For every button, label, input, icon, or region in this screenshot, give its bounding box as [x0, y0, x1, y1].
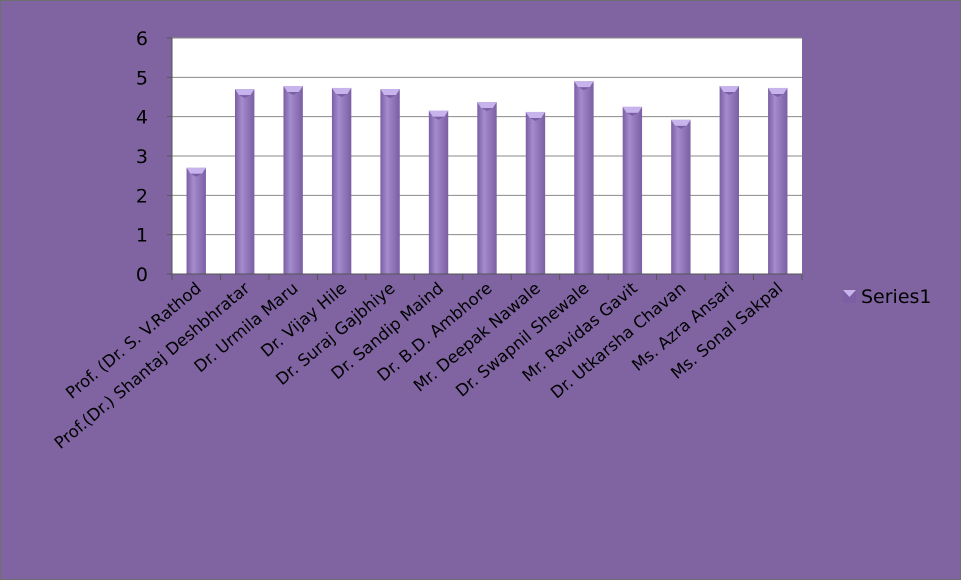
- bar-cap-shadow: [723, 91, 735, 95]
- bar: [428, 110, 449, 275]
- bar-cap-shadow: [432, 116, 445, 120]
- bar-cap-shadow: [626, 112, 639, 116]
- bar-cap-shadow: [287, 91, 299, 95]
- legend-swatch-highlight: [843, 290, 856, 297]
- bar-cap: [525, 111, 546, 118]
- y-tick-label: 6: [136, 28, 148, 50]
- bar-cap: [622, 106, 643, 113]
- bar-body: [574, 81, 594, 275]
- bar-body: [671, 119, 691, 275]
- bar-cap-shadow: [335, 93, 348, 97]
- bar: [380, 89, 400, 274]
- bar-cap: [331, 87, 352, 94]
- bar-cap: [768, 87, 788, 94]
- bar: [477, 102, 497, 274]
- bar: [235, 89, 255, 274]
- y-tick-label: 2: [136, 185, 148, 207]
- legend: Series1: [843, 286, 932, 308]
- y-tick-label: 5: [136, 67, 148, 89]
- bar: [283, 85, 303, 274]
- bar-body: [380, 89, 400, 274]
- bar-cap-shadow: [675, 125, 687, 129]
- y-tick-label: 1: [136, 225, 148, 247]
- bar-cap: [380, 89, 400, 96]
- bar-cap-shadow: [481, 108, 493, 112]
- y-tick-labels: 0 1 2 3 4 5 6: [136, 28, 148, 286]
- bar-cap: [235, 89, 255, 96]
- bar-cap: [186, 167, 206, 174]
- bar-body: [622, 106, 643, 274]
- bar-body: [331, 87, 352, 274]
- bar-cap-shadow: [239, 95, 251, 99]
- bar: [622, 106, 643, 274]
- bar-cap: [283, 85, 303, 92]
- y-tick-label: 4: [136, 107, 148, 129]
- bar-cap-shadow: [529, 117, 542, 121]
- bar-cap: [671, 119, 691, 126]
- y-tick-label: 0: [136, 264, 148, 286]
- bar-cap-shadow: [578, 87, 590, 91]
- bar-cap-shadow: [772, 93, 784, 97]
- bars: [186, 81, 788, 275]
- bar-body: [235, 89, 255, 274]
- bar-body: [719, 85, 739, 274]
- bar: [719, 85, 739, 274]
- bar-body: [525, 111, 546, 275]
- bar-cap: [477, 102, 497, 109]
- bar: [574, 81, 594, 275]
- bar-body: [768, 87, 788, 274]
- bar-body: [186, 167, 206, 274]
- bar: [525, 111, 546, 275]
- axes: [171, 38, 803, 280]
- y-tick-label: 3: [136, 146, 148, 168]
- bar-cap: [428, 110, 449, 117]
- bar-body: [283, 85, 303, 274]
- bar-body: [477, 102, 497, 274]
- bar-cap: [719, 85, 739, 92]
- bar-cap-shadow: [190, 173, 202, 177]
- bar-cap-shadow: [384, 95, 396, 99]
- bar: [186, 167, 206, 274]
- bar-body: [428, 110, 449, 275]
- bar: [331, 87, 352, 274]
- bar-cap: [574, 81, 594, 88]
- bar: [671, 119, 691, 275]
- legend-label-series1: Series1: [861, 286, 932, 308]
- bar: [768, 87, 788, 274]
